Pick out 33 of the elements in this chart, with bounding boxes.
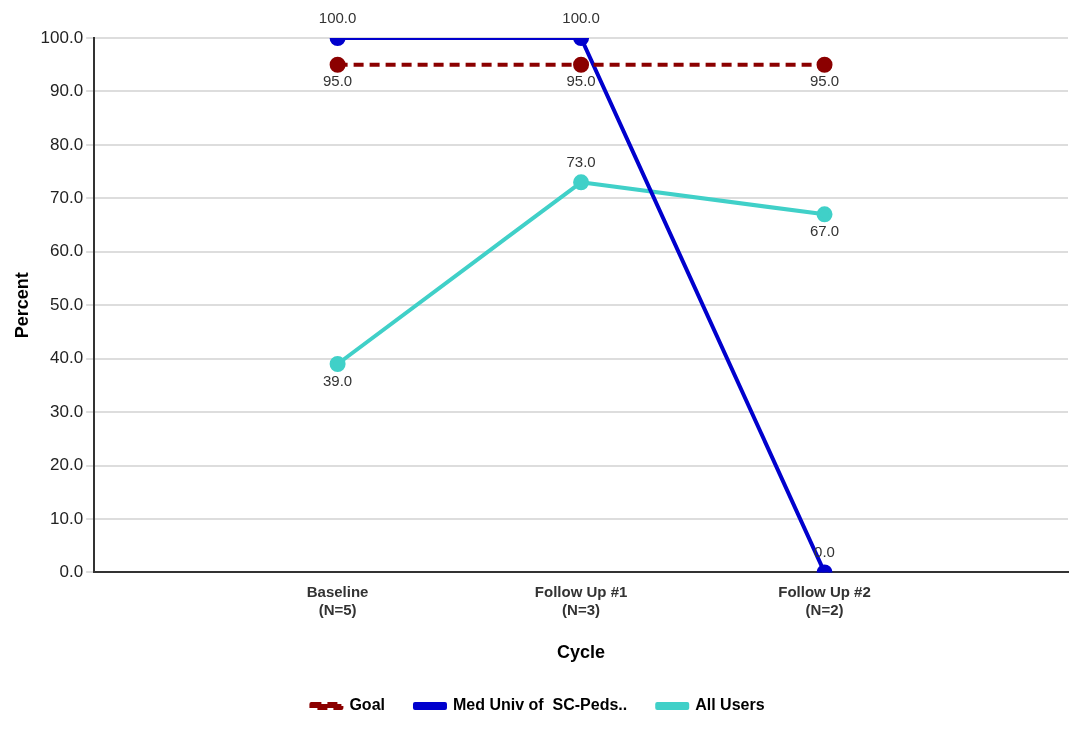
y-tick-label: 60.0 [50, 241, 84, 261]
data-label: 73.0 [566, 152, 596, 170]
data-label: 95.0 [809, 72, 840, 90]
y-tick-label: 20.0 [50, 455, 84, 475]
x-axis-title: Cycle [557, 642, 606, 663]
point [329, 355, 346, 372]
x-tick-label: Follow Up #2 (N=2) [778, 582, 871, 618]
y-tick-label: 90.0 [50, 81, 84, 101]
y-tick-label: 0.0 [59, 562, 84, 582]
point [573, 56, 590, 73]
data-label: 100.0 [318, 8, 357, 26]
x-tick-label: Follow Up #1 (N=3) [534, 582, 628, 618]
y-tick-label: 30.0 [50, 401, 84, 421]
point [816, 56, 833, 73]
data-label: 67.0 [809, 221, 840, 239]
y-tick-label: 70.0 [50, 188, 84, 208]
y-tick-label: 100.0 [40, 27, 84, 47]
y-tick-label: 50.0 [50, 294, 84, 314]
y-axis-title: Percent [11, 272, 32, 339]
point [573, 174, 590, 191]
y-tick-label: 10.0 [50, 508, 84, 528]
legend-label: Med Univ of SC-Peds.. [452, 696, 628, 714]
point [816, 206, 833, 223]
point [329, 56, 346, 73]
data-label: 95.0 [323, 72, 353, 90]
data-label: 100.0 [562, 8, 600, 26]
y-tick-label: 80.0 [50, 134, 84, 154]
data-label: 95.0 [566, 72, 596, 90]
legend-label: All Users [695, 696, 765, 714]
legend-label: Goal [349, 696, 385, 714]
x-tick-label: Baseline (N=5) [306, 582, 369, 618]
y-tick-label: 40.0 [50, 348, 84, 368]
data-label: 39.0 [323, 371, 353, 389]
